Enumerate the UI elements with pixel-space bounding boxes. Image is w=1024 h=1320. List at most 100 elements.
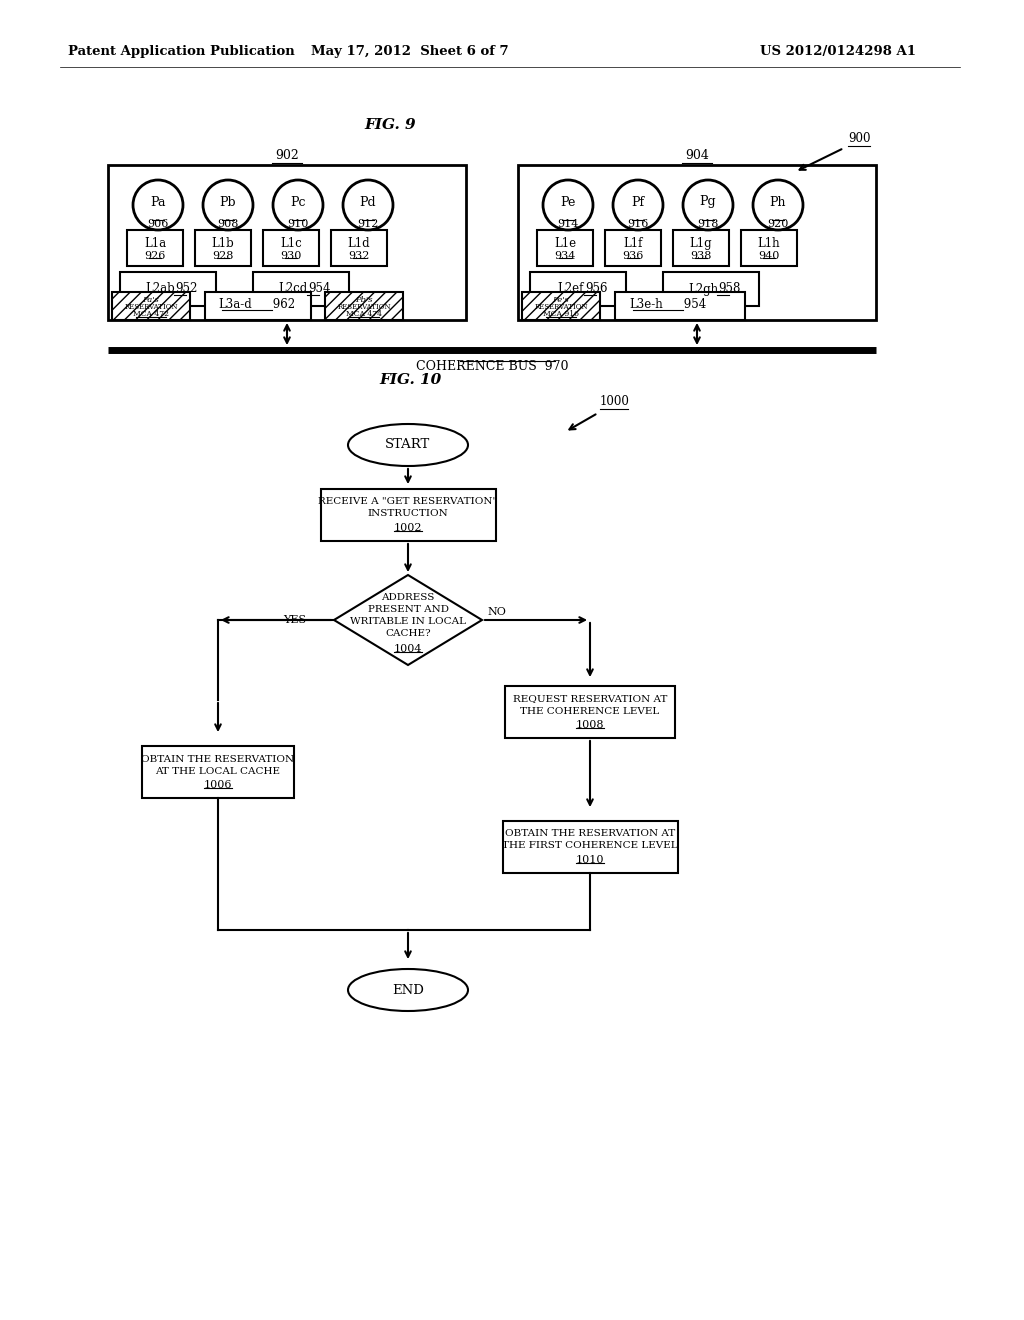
- Text: L1e: L1e: [554, 238, 577, 251]
- Text: L1a: L1a: [144, 238, 166, 251]
- Bar: [112, 292, 190, 319]
- Text: START: START: [385, 438, 431, 451]
- Text: NO: NO: [487, 607, 506, 616]
- Bar: [518, 165, 876, 319]
- Bar: [673, 230, 729, 267]
- Ellipse shape: [348, 424, 468, 466]
- Text: 934: 934: [554, 251, 575, 261]
- Text: WRITABLE IN LOCAL: WRITABLE IN LOCAL: [350, 618, 466, 627]
- Bar: [505, 686, 675, 738]
- Text: 954: 954: [308, 282, 331, 296]
- Text: 952: 952: [175, 282, 198, 296]
- Text: 1000: 1000: [600, 395, 630, 408]
- Text: OBTAIN THE RESERVATION: OBTAIN THE RESERVATION: [141, 755, 295, 763]
- Text: L1f: L1f: [624, 238, 643, 251]
- Bar: [331, 230, 387, 267]
- Bar: [142, 746, 294, 799]
- Text: L2cd: L2cd: [279, 282, 308, 296]
- Circle shape: [343, 180, 393, 230]
- Text: Pe's: Pe's: [553, 296, 569, 304]
- Text: 918: 918: [697, 219, 719, 228]
- Text: 956: 956: [586, 282, 608, 296]
- Text: 938: 938: [690, 251, 712, 261]
- Text: L1d: L1d: [348, 238, 371, 251]
- Text: RESERVATION: RESERVATION: [124, 304, 178, 312]
- Text: COHERENCE BUS  970: COHERENCE BUS 970: [416, 360, 568, 374]
- Text: THE COHERENCE LEVEL: THE COHERENCE LEVEL: [520, 706, 659, 715]
- Circle shape: [613, 180, 663, 230]
- Text: Pa: Pa: [151, 195, 166, 209]
- Text: 912: 912: [357, 219, 379, 228]
- Text: L1h: L1h: [758, 238, 780, 251]
- Text: 928: 928: [212, 251, 233, 261]
- Text: MCA 474: MCA 474: [346, 310, 382, 318]
- Text: AT THE LOCAL CACHE: AT THE LOCAL CACHE: [156, 767, 281, 776]
- Bar: [503, 821, 678, 873]
- Text: 936: 936: [623, 251, 644, 261]
- Text: 1002: 1002: [394, 523, 422, 533]
- Text: L2gh: L2gh: [688, 282, 719, 296]
- Text: RECEIVE A "GET RESERVATION": RECEIVE A "GET RESERVATION": [318, 498, 498, 507]
- Text: L1g: L1g: [690, 238, 713, 251]
- Text: Pb's: Pb's: [355, 296, 373, 304]
- Bar: [615, 292, 745, 319]
- Text: 900: 900: [848, 132, 870, 145]
- Text: 1008: 1008: [575, 719, 604, 730]
- Bar: [663, 272, 759, 306]
- Text: Patent Application Publication: Patent Application Publication: [68, 45, 295, 58]
- Text: Ph: Ph: [770, 195, 786, 209]
- Bar: [530, 272, 626, 306]
- Bar: [325, 292, 403, 319]
- Bar: [120, 272, 216, 306]
- Bar: [263, 230, 319, 267]
- Text: OBTAIN THE RESERVATION AT: OBTAIN THE RESERVATION AT: [505, 829, 675, 838]
- Text: L3a-d: L3a-d: [218, 297, 252, 310]
- Text: PRESENT AND: PRESENT AND: [368, 606, 449, 615]
- Bar: [205, 292, 311, 319]
- Circle shape: [133, 180, 183, 230]
- Text: 958: 958: [718, 282, 740, 296]
- Text: L1c: L1c: [281, 238, 302, 251]
- Text: 940: 940: [759, 251, 779, 261]
- Bar: [741, 230, 797, 267]
- Text: Pf: Pf: [632, 195, 644, 209]
- Text: FIG. 10: FIG. 10: [379, 374, 441, 387]
- Bar: [537, 230, 593, 267]
- Bar: [195, 230, 251, 267]
- Text: May 17, 2012  Sheet 6 of 7: May 17, 2012 Sheet 6 of 7: [311, 45, 509, 58]
- Text: Pd: Pd: [359, 195, 376, 209]
- Bar: [108, 165, 466, 319]
- Text: Pg: Pg: [699, 195, 717, 209]
- Text: Pb: Pb: [220, 195, 237, 209]
- Text: L2ef: L2ef: [557, 282, 584, 296]
- Bar: [321, 488, 496, 541]
- Bar: [605, 230, 662, 267]
- Text: FIG. 9: FIG. 9: [365, 117, 416, 132]
- Text: 930: 930: [281, 251, 302, 261]
- Text: 916: 916: [628, 219, 648, 228]
- Circle shape: [683, 180, 733, 230]
- Text: L3e-h: L3e-h: [629, 297, 663, 310]
- Bar: [127, 230, 183, 267]
- Text: 932: 932: [348, 251, 370, 261]
- Text: Pe: Pe: [560, 195, 575, 209]
- Text: Pa's: Pa's: [142, 296, 160, 304]
- Text: L2ab: L2ab: [145, 282, 175, 296]
- Text: 910: 910: [288, 219, 308, 228]
- Text: 954: 954: [680, 297, 707, 310]
- Text: US 2012/0124298 A1: US 2012/0124298 A1: [760, 45, 916, 58]
- Text: 908: 908: [217, 219, 239, 228]
- Text: 914: 914: [557, 219, 579, 228]
- Text: 1004: 1004: [394, 644, 422, 653]
- Bar: [253, 272, 349, 306]
- Text: L1b: L1b: [212, 238, 234, 251]
- Text: 962: 962: [269, 297, 295, 310]
- Text: ADDRESS: ADDRESS: [381, 594, 434, 602]
- Circle shape: [543, 180, 593, 230]
- Text: 1006: 1006: [204, 780, 232, 789]
- Text: Pc: Pc: [290, 195, 306, 209]
- Text: THE FIRST COHERENCE LEVEL: THE FIRST COHERENCE LEVEL: [502, 842, 678, 850]
- Text: REQUEST RESERVATION AT: REQUEST RESERVATION AT: [513, 694, 668, 704]
- Circle shape: [203, 180, 253, 230]
- Text: RESERVATION: RESERVATION: [535, 304, 588, 312]
